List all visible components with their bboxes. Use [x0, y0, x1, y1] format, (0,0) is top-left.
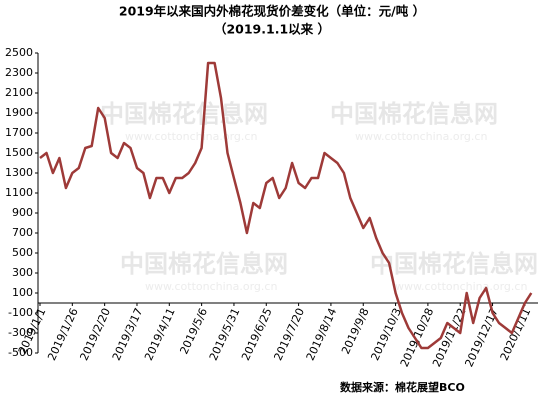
- y-tick-label: 1500: [5, 146, 33, 159]
- x-tick-label: 2019/7/20: [271, 306, 307, 363]
- watermark-url: www.cottonchina.org.cn: [355, 130, 487, 143]
- watermark: 中国棉花信息网: [370, 250, 538, 278]
- watermark: 中国棉花信息网: [100, 100, 268, 128]
- y-tick-label: 1900: [5, 106, 33, 119]
- y-tick-label: 1300: [5, 166, 33, 179]
- x-tick-label: 2019/6/25: [239, 306, 275, 363]
- watermark: 中国棉花信息网: [330, 100, 498, 128]
- y-tick-label: 1100: [5, 186, 33, 199]
- x-tick-label: 2019/2/20: [77, 306, 113, 363]
- x-tick-label: 2019/8/14: [304, 306, 340, 363]
- watermark-url: www.cottonchina.org.cn: [145, 280, 277, 293]
- y-tick-label: 300: [12, 266, 33, 279]
- chart-subtitle: （2019.1.1以来 ）: [214, 22, 330, 37]
- series-line: [39, 61, 533, 350]
- y-tick-label: -500: [8, 346, 33, 359]
- y-tick-label: 700: [12, 226, 33, 239]
- x-tick-label: 2019/3/17: [110, 306, 146, 363]
- y-tick-label: 2100: [5, 86, 33, 99]
- x-tick-label: 2019/1/26: [45, 306, 81, 363]
- watermark-url: www.cottonchina.org.cn: [395, 280, 527, 293]
- x-tick-label: 2019/4/11: [142, 306, 178, 363]
- y-tick-label: 500: [12, 246, 33, 259]
- y-tick-label: 1700: [5, 126, 33, 139]
- y-tick-label: 2300: [5, 66, 33, 79]
- chart-title: 2019年以来国内外棉花现货价差变化（单位：元/吨 ）: [119, 4, 425, 19]
- y-tick-label: -300: [8, 326, 33, 339]
- x-tick-label: 2019/5/6: [177, 306, 210, 356]
- y-tick-label: -100: [8, 306, 33, 319]
- x-tick-label: 2019/9/8: [339, 306, 372, 356]
- x-tick-label: 2019/10/3: [368, 306, 404, 363]
- y-tick-label: 100: [12, 286, 33, 299]
- source: 数据来源：棉花展望BCO: [340, 380, 465, 394]
- y-tick-label: 2500: [5, 46, 33, 59]
- watermark-url: www.cottonchina.org.cn: [125, 130, 257, 143]
- y-tick-label: 900: [12, 206, 33, 219]
- x-tick-label: 2020/1/11: [498, 306, 534, 363]
- x-tick-label: 2019/5/31: [207, 306, 243, 363]
- watermark: 中国棉花信息网: [120, 250, 288, 278]
